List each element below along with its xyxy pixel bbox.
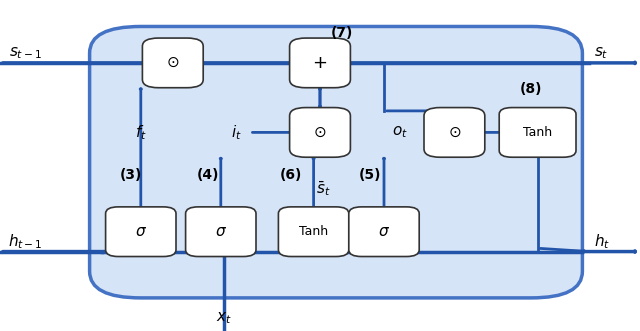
FancyBboxPatch shape [290, 38, 351, 88]
Text: $x_t$: $x_t$ [216, 310, 232, 326]
Text: (6): (6) [280, 168, 302, 182]
Text: $+$: $+$ [312, 54, 328, 72]
Text: (8): (8) [520, 82, 543, 96]
FancyBboxPatch shape [90, 26, 582, 298]
Text: (7): (7) [332, 26, 353, 40]
FancyBboxPatch shape [424, 108, 485, 157]
FancyBboxPatch shape [186, 207, 256, 257]
Text: $\odot$: $\odot$ [166, 55, 179, 71]
FancyBboxPatch shape [106, 207, 176, 257]
Text: (5): (5) [358, 168, 381, 182]
Text: $\bar{s}_t$: $\bar{s}_t$ [316, 179, 330, 198]
FancyBboxPatch shape [290, 108, 351, 157]
Text: $i_t$: $i_t$ [232, 123, 242, 142]
Text: $f_t$: $f_t$ [135, 123, 147, 142]
Text: Tanh: Tanh [299, 225, 328, 238]
Text: $o_t$: $o_t$ [392, 124, 408, 140]
FancyBboxPatch shape [499, 108, 576, 157]
Text: (3): (3) [120, 168, 142, 182]
Text: (4): (4) [196, 168, 220, 182]
FancyBboxPatch shape [143, 38, 204, 88]
Text: $\sigma$: $\sigma$ [378, 224, 390, 239]
Text: Tanh: Tanh [523, 126, 552, 139]
FancyBboxPatch shape [349, 207, 419, 257]
Text: $\odot$: $\odot$ [448, 125, 461, 140]
FancyBboxPatch shape [278, 207, 349, 257]
Text: $\sigma$: $\sigma$ [135, 224, 147, 239]
Text: $s_{t-1}$: $s_{t-1}$ [9, 45, 42, 61]
Text: $\odot$: $\odot$ [314, 125, 326, 140]
Text: $\sigma$: $\sigma$ [215, 224, 227, 239]
Text: $h_t$: $h_t$ [593, 232, 610, 251]
Text: $h_{t-1}$: $h_{t-1}$ [8, 232, 43, 251]
Text: $s_t$: $s_t$ [595, 45, 609, 61]
